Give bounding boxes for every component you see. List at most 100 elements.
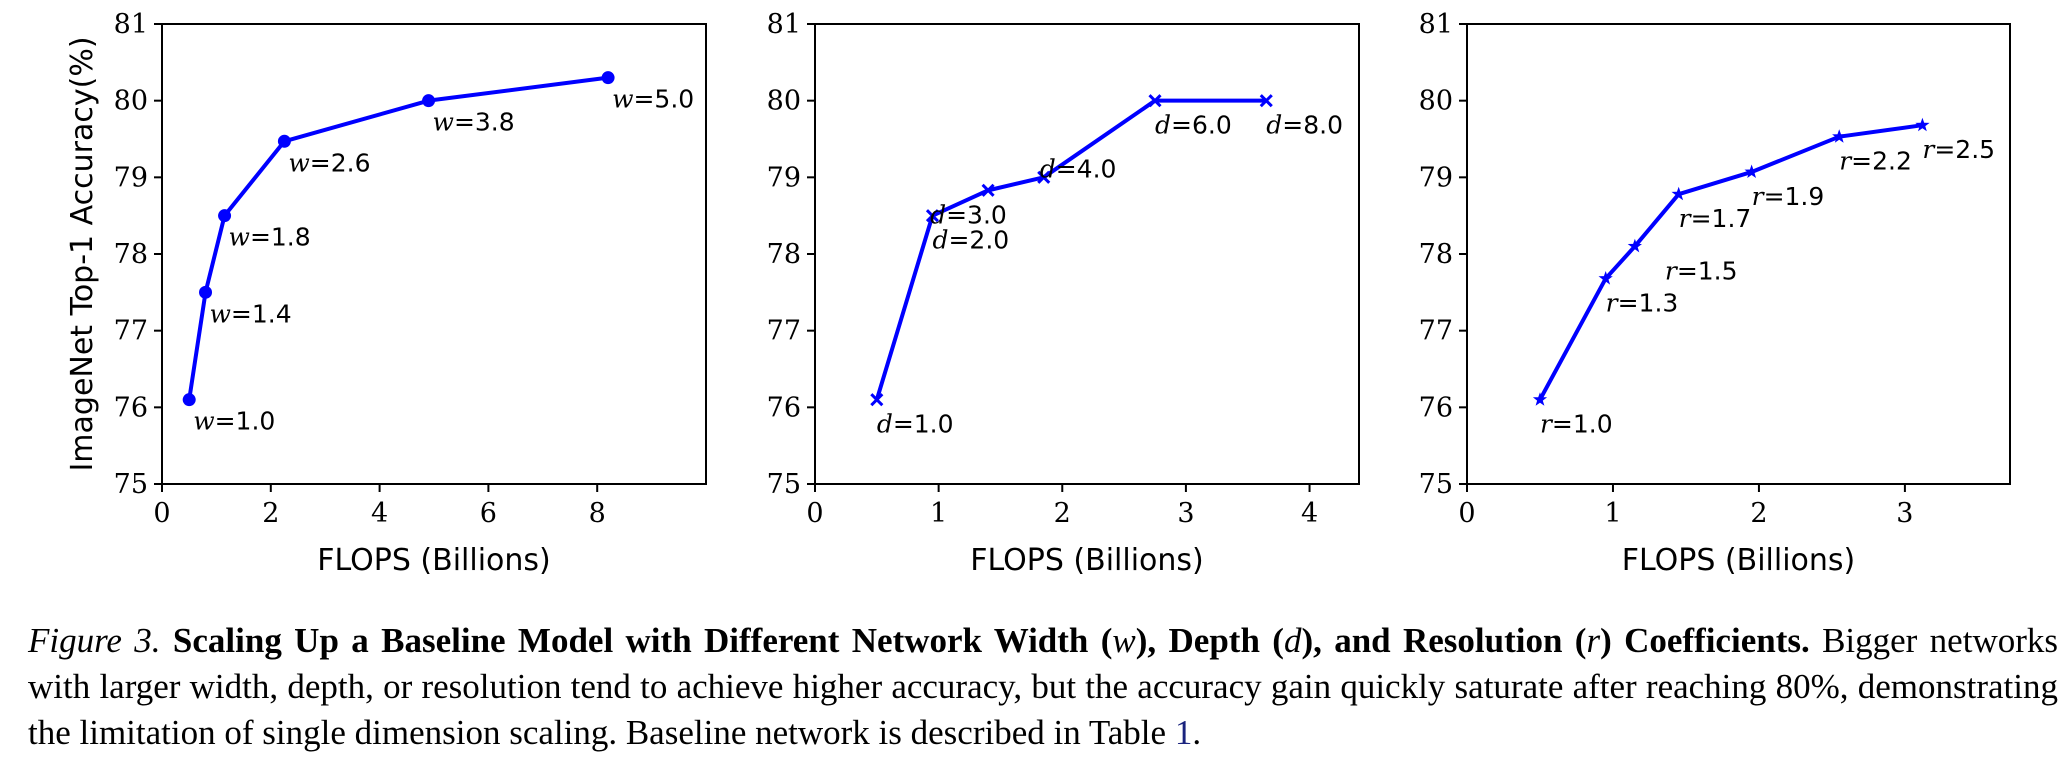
data-point bbox=[1627, 238, 1642, 253]
data-label-value: =1.9 bbox=[1764, 182, 1825, 211]
data-label-var: r bbox=[1606, 289, 1620, 318]
figure-caption: Figure 3. Scaling Up a Baseline Model wi… bbox=[28, 618, 2058, 756]
data-label-value: =1.0 bbox=[1552, 410, 1613, 439]
data-label-value: =8.0 bbox=[1282, 111, 1343, 140]
y-tick-label: 77 bbox=[114, 316, 148, 347]
y-tick-label: 81 bbox=[114, 9, 148, 40]
y-tick-label: 80 bbox=[114, 86, 148, 117]
data-point bbox=[218, 209, 232, 223]
data-label: w=1.8 bbox=[229, 223, 311, 252]
data-label-var: d bbox=[877, 410, 893, 439]
data-label-value: =3.8 bbox=[454, 108, 515, 137]
y-tick-label: 75 bbox=[1419, 469, 1453, 500]
data-label-var: d bbox=[1266, 111, 1282, 140]
data-label-var: d bbox=[1040, 154, 1056, 183]
y-tick-label: 75 bbox=[767, 469, 801, 500]
x-tick-label: 1 bbox=[930, 498, 947, 529]
data-label-value: =6.0 bbox=[1171, 111, 1232, 140]
data-label-var: r bbox=[1922, 135, 1936, 164]
data-point bbox=[601, 71, 615, 85]
data-point bbox=[870, 393, 884, 407]
data-label: r=2.2 bbox=[1839, 147, 1912, 176]
data-point bbox=[182, 393, 196, 407]
data-point bbox=[1598, 271, 1613, 285]
x-tick-label: 2 bbox=[262, 498, 279, 529]
data-point bbox=[422, 94, 436, 108]
data-label-var: d bbox=[932, 226, 948, 255]
data-label: r=2.5 bbox=[1922, 135, 1995, 164]
caption-title: Scaling Up a Baseline Model with Differe… bbox=[173, 621, 1810, 660]
y-tick-label: 81 bbox=[1419, 9, 1453, 40]
data-point bbox=[1148, 94, 1162, 108]
data-label-var: w bbox=[433, 108, 454, 137]
caption-var-w: w bbox=[1112, 621, 1136, 660]
data-label: w=2.6 bbox=[288, 148, 370, 177]
caption-body: Bigger networks with larger width, depth… bbox=[28, 621, 2058, 752]
data-label: r=1.5 bbox=[1665, 256, 1738, 285]
y-tick-label: 79 bbox=[114, 162, 148, 193]
x-tick-label: 2 bbox=[1750, 498, 1767, 529]
x-tick-label: 6 bbox=[480, 498, 497, 529]
data-label-value: =1.5 bbox=[1677, 256, 1738, 285]
data-point bbox=[981, 183, 995, 197]
y-tick-label: 78 bbox=[767, 239, 801, 270]
data-label-value: =2.2 bbox=[1851, 147, 1912, 176]
caption-table-ref[interactable]: 1 bbox=[1174, 713, 1193, 752]
y-tick-label: 77 bbox=[767, 316, 801, 347]
y-axis-label: ImageNet Top-1 Accuracy(%) bbox=[65, 36, 100, 471]
data-label-value: =4.0 bbox=[1056, 154, 1117, 183]
data-label-value: =5.0 bbox=[633, 85, 694, 114]
data-point bbox=[1037, 170, 1051, 184]
data-point bbox=[199, 285, 213, 299]
data-label-value: =1.7 bbox=[1691, 204, 1752, 233]
data-label-var: r bbox=[1540, 410, 1554, 439]
series-line-depth bbox=[874, 98, 1267, 401]
x-tick-label: 0 bbox=[153, 498, 170, 529]
data-label-var: r bbox=[1679, 204, 1693, 233]
caption-figure-label: Figure 3. bbox=[28, 621, 161, 660]
y-tick-label: 77 bbox=[1419, 316, 1453, 347]
x-tick-label: 3 bbox=[1177, 498, 1194, 529]
data-label: r=1.0 bbox=[1540, 410, 1613, 439]
data-point bbox=[1915, 117, 1930, 132]
x-tick-label: 2 bbox=[1054, 498, 1071, 529]
caption-var-d: d bbox=[1283, 621, 1302, 660]
y-tick-label: 76 bbox=[114, 392, 148, 423]
x-tick-label: 3 bbox=[1896, 498, 1913, 529]
y-tick-label: 80 bbox=[767, 86, 801, 117]
x-axis-label: FLOPS (Billions) bbox=[317, 543, 551, 578]
data-label: d=2.0 bbox=[932, 226, 1009, 255]
caption-title-part: Scaling Up a Baseline Model with Differe… bbox=[172, 621, 1113, 660]
data-label-var: w bbox=[612, 85, 633, 114]
data-label-var: d bbox=[930, 200, 946, 229]
caption-title-part: ) Coefficients. bbox=[1600, 621, 1810, 660]
data-label: w=3.8 bbox=[433, 108, 515, 137]
caption-end: . bbox=[1192, 713, 1202, 752]
series-line-width bbox=[187, 75, 609, 400]
y-tick-label: 78 bbox=[114, 239, 148, 270]
data-label: w=1.4 bbox=[210, 299, 292, 328]
data-label: w=5.0 bbox=[612, 85, 694, 114]
x-tick-label: 0 bbox=[1458, 498, 1475, 529]
y-tick-label: 80 bbox=[1419, 86, 1453, 117]
data-label: d=6.0 bbox=[1155, 111, 1232, 140]
data-label-value: =1.4 bbox=[231, 299, 292, 328]
y-tick-label: 75 bbox=[114, 469, 148, 500]
x-tick-label: 4 bbox=[1301, 498, 1318, 529]
data-label: r=1.3 bbox=[1606, 289, 1679, 318]
x-tick-label: 0 bbox=[806, 498, 823, 529]
data-label: d=4.0 bbox=[1040, 154, 1117, 183]
chart-panel-width: 75 76 77 78 79 80 81 0 2 4 6 8 FLOPS (Billions) Image… bbox=[65, 9, 707, 578]
y-tick-label: 76 bbox=[1419, 392, 1453, 423]
y-tick-label: 79 bbox=[1419, 162, 1453, 193]
data-label-value: =1.0 bbox=[893, 410, 954, 439]
data-point bbox=[1259, 94, 1273, 108]
x-tick-label: 4 bbox=[371, 498, 388, 529]
charts-canvas: 75 76 77 78 79 80 81 0 2 4 6 8 FLOPS (Billions) Image… bbox=[65, 9, 2011, 578]
data-label-value: =1.8 bbox=[250, 223, 311, 252]
data-label-value: =1.0 bbox=[215, 407, 276, 436]
y-tick-label: 81 bbox=[767, 9, 801, 40]
data-point bbox=[277, 134, 291, 148]
caption-title-part: ), and Resolution ( bbox=[1301, 621, 1587, 660]
